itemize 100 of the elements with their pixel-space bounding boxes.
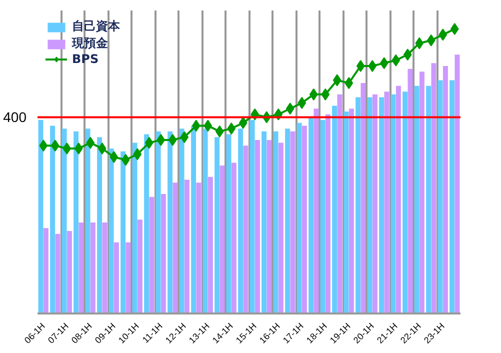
point [86, 136, 95, 149]
bar [290, 131, 296, 314]
bar [202, 128, 208, 314]
bar [431, 63, 436, 314]
bar [250, 120, 255, 314]
point [356, 60, 365, 72]
point [133, 148, 142, 160]
point [74, 142, 83, 154]
point [415, 37, 424, 50]
bar [97, 137, 102, 314]
bar [426, 86, 432, 314]
bar [367, 97, 372, 314]
bar [172, 182, 178, 314]
bar [191, 126, 196, 314]
point [238, 116, 248, 129]
point [298, 96, 306, 109]
legend-label: 現預金 [72, 35, 108, 52]
point [204, 120, 212, 132]
bar [285, 128, 290, 314]
legend-label: BPS [72, 52, 99, 66]
bar [442, 66, 448, 314]
bar [254, 140, 260, 314]
bar [120, 151, 126, 314]
bar [108, 148, 114, 314]
bar [266, 140, 272, 314]
bar [384, 92, 390, 314]
bar [74, 131, 79, 314]
bar [55, 234, 60, 314]
point [426, 34, 436, 46]
bar [62, 128, 67, 314]
point [192, 120, 200, 132]
bar [137, 220, 142, 314]
bar [66, 230, 72, 314]
bar [126, 242, 131, 314]
bar [454, 54, 460, 314]
bar [262, 131, 267, 314]
point [309, 88, 318, 100]
bar [302, 126, 307, 314]
bar [144, 134, 150, 314]
bar [314, 108, 319, 314]
bar [379, 97, 384, 314]
bar [102, 222, 108, 314]
point [344, 77, 354, 90]
bar [78, 222, 84, 314]
point [438, 28, 448, 41]
bar [243, 146, 248, 314]
point [121, 154, 130, 166]
bar [273, 131, 278, 314]
bar [226, 134, 232, 314]
point [286, 102, 294, 115]
bar [408, 68, 413, 314]
text: 400 [3, 109, 27, 126]
bar [308, 117, 314, 314]
point [144, 136, 154, 149]
bar [320, 120, 326, 314]
bar [344, 112, 349, 314]
legend-label: 自己資本 [72, 18, 120, 35]
bar [390, 94, 396, 314]
bar [168, 131, 173, 314]
bar [220, 166, 225, 314]
bar [337, 94, 342, 314]
bar [396, 86, 401, 314]
point [180, 131, 189, 144]
bar [196, 182, 202, 314]
point [62, 142, 72, 154]
bar [332, 106, 338, 314]
bar [132, 142, 138, 314]
point [39, 140, 48, 152]
point [450, 22, 459, 35]
bar [356, 97, 361, 314]
bar [50, 126, 56, 314]
point [50, 140, 60, 152]
point [156, 134, 166, 146]
bar [160, 194, 166, 314]
bar [419, 72, 424, 314]
bar [114, 242, 119, 314]
bar [231, 162, 236, 314]
bar [402, 92, 408, 314]
bar [325, 114, 330, 314]
bar [360, 83, 366, 314]
bar [238, 128, 244, 314]
bar [296, 122, 302, 314]
point [98, 142, 106, 154]
bar [179, 128, 184, 314]
bar [450, 80, 455, 314]
bar [156, 131, 161, 314]
point [332, 74, 342, 86]
bar [208, 176, 213, 314]
bar [149, 196, 154, 314]
bar [348, 108, 354, 314]
point [168, 134, 177, 146]
bar [414, 86, 420, 314]
bar [438, 80, 443, 314]
bar [214, 137, 220, 314]
bar [372, 94, 378, 314]
bar [43, 228, 48, 314]
point [215, 125, 224, 138]
bar [85, 128, 90, 314]
point [392, 54, 400, 66]
bar [184, 180, 190, 314]
